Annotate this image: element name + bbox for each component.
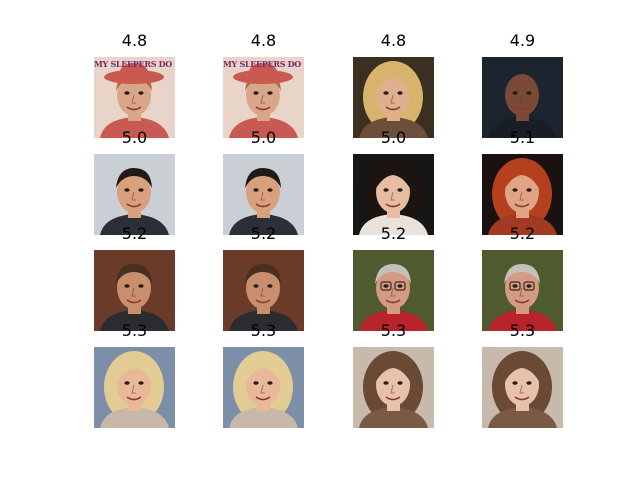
score-label: 5.3 <box>121 321 148 340</box>
face-thumbnail <box>223 250 304 331</box>
face-panel: 5.2 <box>353 224 434 331</box>
face-thumbnail <box>482 57 563 138</box>
face-panel: MY SLEEPERS DO I 4.8 <box>223 31 304 138</box>
face-thumbnail <box>94 347 175 428</box>
score-label: 5.2 <box>509 224 536 243</box>
face-thumbnail <box>482 347 563 428</box>
face-panel: 4.8 <box>353 31 434 138</box>
face-panel: 5.2 <box>482 224 563 331</box>
face-thumbnail: MY SLEEPERS DO I <box>223 57 304 138</box>
score-label: 4.9 <box>509 31 536 50</box>
score-label: 5.0 <box>380 128 407 147</box>
score-label: 5.0 <box>250 128 277 147</box>
magazine-banner-text: MY SLEEPERS DO I <box>223 59 304 69</box>
face-thumbnail <box>353 154 434 235</box>
score-label: 4.8 <box>121 31 148 50</box>
face-panel: 5.1 <box>482 128 563 235</box>
face-panel: 5.0 <box>223 128 304 235</box>
face-panel: 5.2 <box>223 224 304 331</box>
face-thumbnail <box>223 154 304 235</box>
face-panel: 5.3 <box>482 321 563 428</box>
face-panel: 5.0 <box>353 128 434 235</box>
score-label: 5.3 <box>380 321 407 340</box>
face-panel: 5.2 <box>94 224 175 331</box>
face-panel: 4.9 <box>482 31 563 138</box>
face-panel: 5.3 <box>353 321 434 428</box>
score-label: 4.8 <box>250 31 277 50</box>
face-panel: MY SLEEPERS DO I 4.8 <box>94 31 175 138</box>
face-thumbnail <box>482 250 563 331</box>
face-panel: 5.0 <box>94 128 175 235</box>
face-thumbnail <box>223 347 304 428</box>
face-thumbnail <box>353 57 434 138</box>
face-thumbnail: MY SLEEPERS DO I <box>94 57 175 138</box>
score-label: 5.3 <box>250 321 277 340</box>
face-panel: 5.3 <box>94 321 175 428</box>
face-thumbnail <box>353 347 434 428</box>
score-label: 5.2 <box>121 224 148 243</box>
face-thumbnail <box>353 250 434 331</box>
score-label: 5.2 <box>380 224 407 243</box>
score-label: 5.3 <box>509 321 536 340</box>
face-panel: 5.3 <box>223 321 304 428</box>
score-label: 4.8 <box>380 31 407 50</box>
magazine-banner-text: MY SLEEPERS DO I <box>94 59 175 69</box>
face-thumbnail <box>482 154 563 235</box>
face-thumbnail <box>94 154 175 235</box>
score-label: 5.2 <box>250 224 277 243</box>
face-thumbnail <box>94 250 175 331</box>
score-label: 5.1 <box>509 128 536 147</box>
score-label: 5.0 <box>121 128 148 147</box>
